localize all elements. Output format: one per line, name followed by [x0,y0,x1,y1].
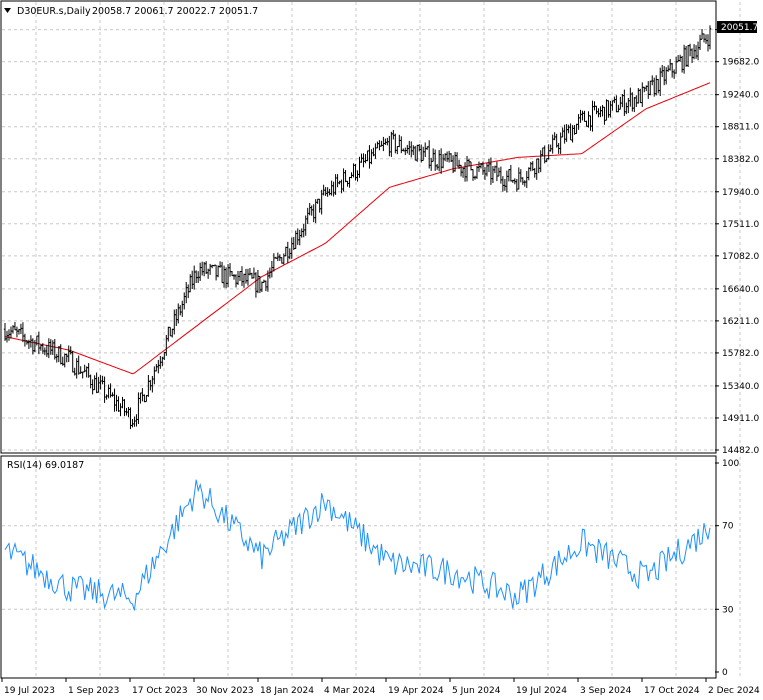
price-tick-label: 16640.0 [722,285,759,295]
price-tick-label: 14911.0 [722,414,759,424]
price-tick-label: 14482.0 [722,446,759,456]
symbol-label: D30EUR.s,Daily [17,6,91,17]
price-tick-label: 18811.0 [722,123,759,133]
rsi-tick-label: 0 [722,668,728,678]
price-tick-label: 18382.0 [722,155,759,165]
x-tick-label: 19 Jul 2023 [4,686,55,696]
rsi-tick-label: 100 [722,459,739,469]
last-price-tag-bg [717,21,757,33]
price-bars [3,25,712,430]
price-panel [0,0,717,454]
price-y-axis: 14482.0 14911.0 15340.0 15782.0 16211.0 16640… [715,29,759,456]
x-tick-label: 3 Sep 2024 [580,686,632,696]
rsi-line [4,479,711,611]
price-grid [2,2,741,452]
rsi-y-axis: 0 30 70 100 [715,459,739,678]
x-tick-label: 2 Dec 2024 [708,686,760,696]
x-tick-label: 5 Jun 2024 [452,686,501,696]
moving-average-line [4,82,711,375]
moving-average [4,82,711,375]
x-tick-label: 19 Jul 2024 [516,686,567,696]
x-tick-label: 18 Jan 2024 [260,686,314,696]
price-tick-label: 19240.0 [722,91,759,101]
price-tick-label: 17511.0 [722,220,759,230]
x-tick-label: 30 Nov 2023 [196,686,254,696]
x-axis: 19 Jul 2023 1 Sep 2023 17 Oct 2023 30 Nov 2… [1,678,760,696]
x-tick-label: 1 Sep 2023 [68,686,119,696]
price-tick-label: 17082.0 [722,252,759,262]
price-tick-label: 17940.0 [722,188,759,198]
rsi-panel [0,455,717,679]
x-tick-label: 17 Oct 2024 [644,686,700,696]
price-tick-label: 15782.0 [722,349,759,359]
x-tick-label: 19 Apr 2024 [388,686,444,696]
x-tick-label: 17 Oct 2023 [132,686,188,696]
price-tick-label: 19682.0 [722,58,759,68]
rsi-polyline [4,479,711,611]
price-tick-label: 15340.0 [722,382,759,392]
ohlc-values: 20058.7 20061.7 20022.7 20051.7 [92,6,258,17]
rsi-tick-label: 70 [722,522,734,532]
last-price-tag: 20051.7 [721,23,758,33]
dropdown-triangle-icon[interactable] [4,8,11,13]
price-tick-label: 16211.0 [722,317,759,327]
rsi-tick-label: 30 [722,605,734,615]
x-tick-label: 4 Mar 2024 [324,686,376,696]
rsi-label: RSI(14) 69.0187 [7,460,84,471]
